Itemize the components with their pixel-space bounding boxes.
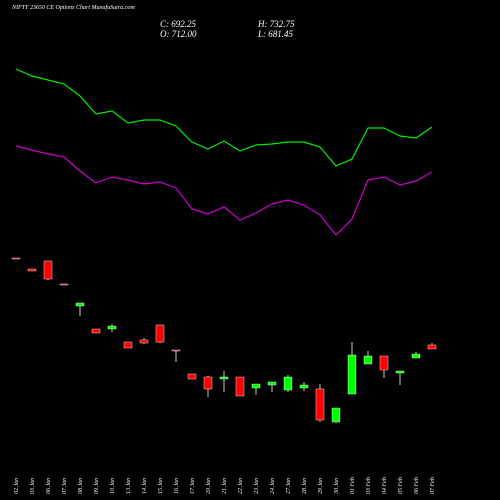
stat-close: C: 692.25: [160, 19, 197, 29]
x-tick-label: 27 Jan: [286, 478, 292, 494]
x-tick-label: 07 Feb: [430, 477, 436, 494]
candle-body: [235, 376, 245, 397]
x-tick-label: 10 Jan: [110, 478, 116, 494]
x-tick-label: 22 Jan: [238, 478, 244, 494]
x-tick-label: 07 Jan: [62, 478, 68, 494]
candle-body: [219, 376, 229, 380]
candle-body: [11, 257, 21, 260]
x-tick-label: 24 Jan: [269, 478, 276, 494]
indicator-line: [15, 68, 433, 167]
candle-body: [75, 302, 85, 307]
candle-body: [379, 355, 389, 371]
x-tick-label: 30 Jan: [334, 478, 340, 495]
candle-body: [315, 388, 325, 421]
x-tick-label: 01 Feb: [350, 477, 356, 494]
candle-body: [155, 324, 165, 343]
candle-body: [91, 328, 101, 334]
stat-open: O: 712.00: [160, 29, 197, 39]
candle-body: [251, 383, 261, 389]
candle-body: [139, 339, 149, 344]
candle-body: [171, 349, 181, 352]
x-tick-label: 15 Jan: [158, 478, 164, 494]
x-tick-label: 17 Jan: [190, 478, 196, 494]
indicator-line: [15, 145, 433, 236]
candle-body: [187, 373, 197, 380]
candle-body: [43, 260, 53, 280]
x-tick-label: 08 Jan: [78, 478, 84, 494]
x-tick-label: 09 Jan: [94, 478, 100, 494]
x-tick-label: 21 Jan: [222, 478, 228, 494]
candle-body: [411, 353, 421, 359]
candle-body: [123, 341, 133, 349]
chart-title: NIFTY 23650 CE Options Chart MunafaSutra…: [11, 4, 135, 11]
candle-body: [395, 370, 405, 374]
x-tick-label: 06 Jan: [46, 478, 52, 494]
stat-low: L: 681.45: [257, 29, 294, 39]
x-tick-label: 04 Feb: [381, 477, 388, 494]
x-tick-label: 16 Jan: [174, 478, 180, 494]
x-tick-label: 29 Jan: [318, 478, 324, 494]
candle-body: [427, 344, 437, 350]
x-tick-label: 05 Feb: [398, 477, 404, 494]
candle-body: [363, 355, 373, 365]
x-tick-label: 13 Jan: [126, 478, 132, 494]
candle-body: [267, 381, 277, 386]
candle-body: [59, 283, 69, 286]
x-tick-label: 14 Jan: [141, 478, 148, 494]
x-tick-label: 28 Jan: [302, 478, 308, 494]
candle-body: [27, 268, 37, 272]
candle-body: [299, 384, 309, 389]
x-tick-label: 03 Jan: [30, 478, 36, 494]
x-tick-label: 06 Feb: [414, 477, 420, 494]
x-tick-label: 20 Jan: [206, 478, 212, 494]
candle-body: [203, 376, 213, 390]
stat-high: H: 732.75: [257, 19, 295, 29]
x-tick-label: 03 Feb: [366, 477, 372, 494]
x-tick-label: 02 Jan: [14, 478, 20, 494]
candle-body: [107, 325, 117, 330]
candle-body: [347, 354, 357, 395]
candle-body: [283, 376, 293, 391]
x-tick-label: 23 Jan: [254, 478, 260, 494]
candle-body: [331, 407, 341, 423]
